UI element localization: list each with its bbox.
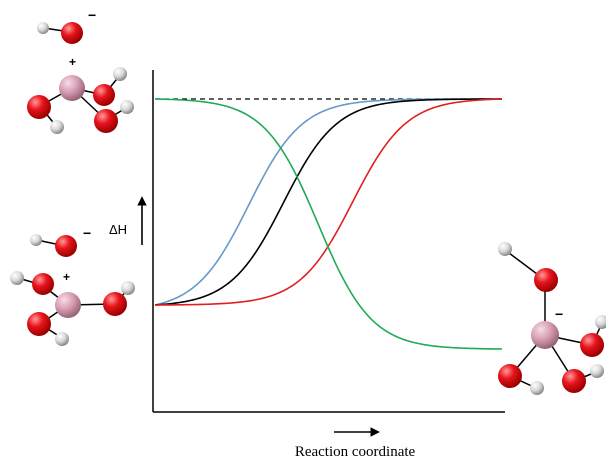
phosphorus-atom [531, 321, 559, 349]
hydrogen-atom [37, 22, 49, 34]
hydrogen-atom [10, 271, 24, 285]
minus-charge: − [83, 225, 91, 241]
oxygen-atom [27, 95, 51, 119]
plus-charge: + [63, 270, 70, 284]
hydroxide-ion-lower: − [30, 225, 91, 257]
hydrogen-atom [113, 67, 127, 81]
oxygen-atom [94, 109, 118, 133]
minus-charge: − [555, 306, 563, 322]
oxygen-atom [498, 364, 522, 388]
oxygen-atom [103, 292, 127, 316]
red-curve [154, 98, 503, 306]
oxygen-atom [562, 369, 586, 393]
black-curve [154, 98, 503, 306]
phosphorus-atom [59, 75, 85, 101]
hydrogen-atom [498, 242, 512, 256]
reaction-coordinate-label: Reaction coordinate [295, 444, 416, 460]
curves-group [154, 98, 503, 350]
oxygen-atom [55, 235, 77, 257]
hydroxide-ion-top: − [37, 7, 96, 44]
oxygen-atom [61, 22, 83, 44]
hydrogen-atom [55, 332, 69, 346]
oxygen-atom [27, 312, 51, 336]
hydrogen-atom [530, 381, 544, 395]
hydrogen-atom [120, 100, 134, 114]
oxygen-atom [580, 333, 604, 357]
green-curve [154, 98, 503, 350]
minus-charge: − [88, 7, 96, 23]
oxygen-atom [93, 84, 115, 106]
blue-curve [154, 98, 502, 306]
phosphorus-atom [55, 292, 81, 318]
cation-cluster-top: + [27, 55, 134, 134]
hydrogen-atom [590, 364, 604, 378]
hydrogen-atom [595, 315, 606, 329]
hydrogen-atom [50, 120, 64, 134]
oxygen-atom [32, 273, 54, 295]
oxygen-atom [534, 268, 558, 292]
cation-cluster-lower: + [10, 270, 135, 346]
delta-h-label: ΔH [109, 222, 127, 237]
hydrogen-atom [30, 234, 42, 246]
plus-charge: + [69, 55, 76, 69]
anion-cluster-right: − [498, 242, 606, 395]
hydrogen-atom [121, 281, 135, 295]
